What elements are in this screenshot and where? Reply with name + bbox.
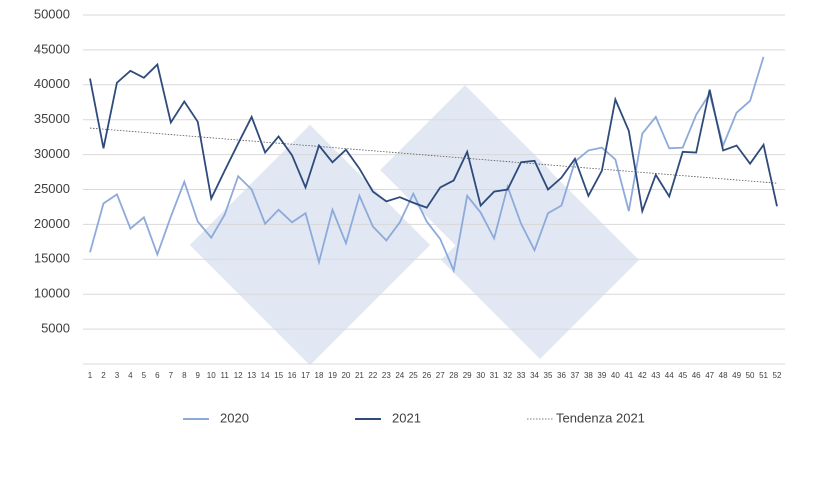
- series-line: [89, 62, 778, 215]
- x-tick-label: 10: [207, 371, 216, 380]
- x-tick-label: 27: [436, 371, 445, 380]
- x-tick-label: 7: [169, 371, 174, 380]
- x-tick-label: 20: [341, 371, 350, 380]
- x-tick-label: 12: [234, 371, 243, 380]
- x-tick-label: 41: [624, 371, 633, 380]
- x-tick-label: 8: [182, 371, 187, 380]
- x-tick-label: 47: [705, 371, 714, 380]
- trend-line: [89, 127, 778, 184]
- x-tick-label: 1: [88, 371, 93, 380]
- x-tick-label: 46: [692, 371, 701, 380]
- y-tick-label: 5000: [41, 321, 70, 336]
- x-tick-label: 39: [597, 371, 606, 380]
- y-tick-label: 30000: [34, 146, 70, 161]
- x-tick-label: 6: [155, 371, 160, 380]
- y-tick-label: 10000: [34, 286, 70, 301]
- legend-label: 2020: [220, 410, 249, 425]
- y-tick-label: 50000: [34, 6, 70, 21]
- x-tick-label: 19: [328, 371, 337, 380]
- x-tick-label: 44: [665, 371, 674, 380]
- x-tick-label: 42: [638, 371, 647, 380]
- x-tick-label: 16: [288, 371, 297, 380]
- x-tick-label: 4: [128, 371, 133, 380]
- x-tick-label: 49: [732, 371, 741, 380]
- legend-label: Tendenza 2021: [556, 410, 645, 425]
- watermark: [189, 85, 639, 366]
- x-tick-label: 18: [315, 371, 324, 380]
- x-tick-label: 9: [196, 371, 201, 380]
- x-tick-label: 35: [544, 371, 553, 380]
- y-tick-label: 45000: [34, 41, 70, 56]
- x-tick-label: 28: [449, 371, 458, 380]
- x-tick-label: 40: [611, 371, 620, 380]
- x-tick-label: 15: [274, 371, 283, 380]
- y-tick-label: 15000: [34, 251, 70, 266]
- x-tick-label: 5: [142, 371, 147, 380]
- x-tick-label: 24: [395, 371, 404, 380]
- x-tick-label: 50: [746, 371, 755, 380]
- x-tick-label: 2: [101, 371, 106, 380]
- x-tick-label: 17: [301, 371, 310, 380]
- y-tick-label: 35000: [34, 111, 70, 126]
- legend-label: 2021: [392, 410, 421, 425]
- x-tick-label: 38: [584, 371, 593, 380]
- y-tick-label: 20000: [34, 216, 70, 231]
- y-tick-label: 40000: [34, 76, 70, 91]
- x-tick-label: 51: [759, 371, 768, 380]
- x-tick-label: 25: [409, 371, 418, 380]
- x-tick-label: 34: [530, 371, 539, 380]
- x-tick-label: 29: [463, 371, 472, 380]
- x-tick-label: 30: [476, 371, 485, 380]
- x-tick-label: 11: [221, 371, 230, 380]
- x-tick-label: 22: [368, 371, 377, 380]
- x-tick-label: 33: [517, 371, 526, 380]
- x-tick-label: 31: [490, 371, 499, 380]
- x-tick-label: 26: [422, 371, 431, 380]
- x-tick-label: 3: [115, 371, 120, 380]
- x-tick-label: 14: [261, 371, 270, 380]
- x-tick-label: 45: [678, 371, 687, 380]
- x-tick-label: 23: [382, 371, 391, 380]
- x-tick-label: 13: [247, 371, 256, 380]
- x-tick-label: 43: [651, 371, 660, 380]
- y-tick-label: 25000: [34, 181, 70, 196]
- x-tick-label: 48: [719, 371, 728, 380]
- x-tick-label: 21: [355, 371, 364, 380]
- x-tick-label: 37: [570, 371, 579, 380]
- series-line: [89, 56, 765, 274]
- x-tick-label: 36: [557, 371, 566, 380]
- x-tick-label: 52: [773, 371, 782, 380]
- x-tick-label: 32: [503, 371, 512, 380]
